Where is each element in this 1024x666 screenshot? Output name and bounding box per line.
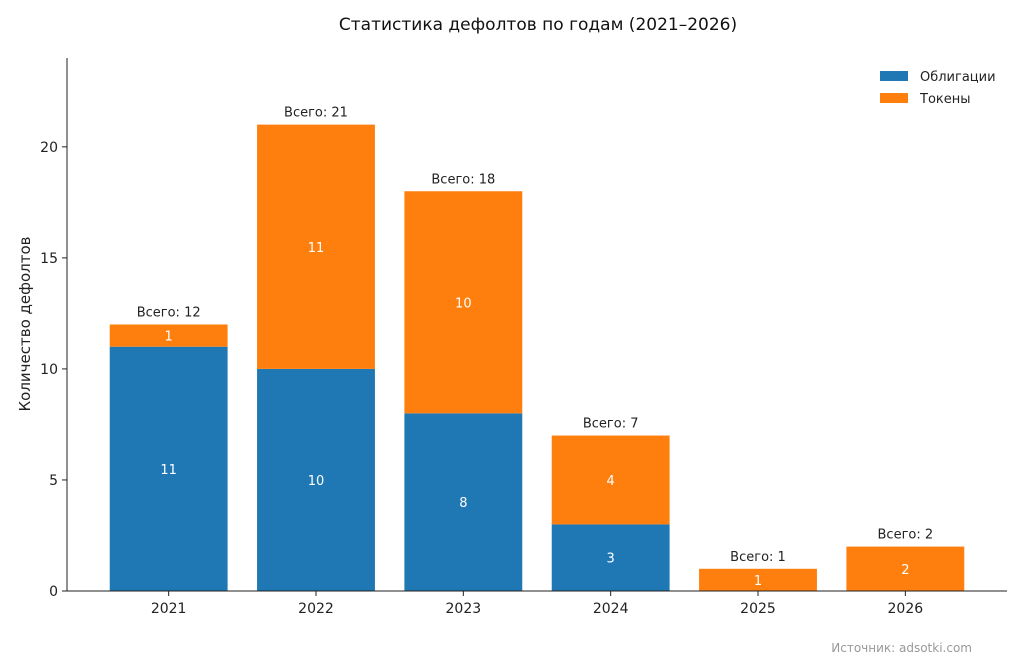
y-tick-label: 5: [49, 473, 58, 489]
bar-bonds-2023: [404, 413, 523, 591]
bar-value-label: 1: [165, 330, 173, 345]
y-tick-label: 15: [40, 251, 58, 267]
bar-bonds-2024: [551, 524, 670, 591]
legend-swatch-bonds: [880, 71, 908, 81]
total-label-2022: Всего: 21: [284, 106, 348, 121]
legend-swatch-tokens: [880, 93, 908, 103]
y-tick-label: 10: [40, 362, 58, 378]
bar-tokens-2026: [846, 546, 965, 591]
bar-tokens-2024: [551, 435, 670, 525]
total-label-2026: Всего: 2: [878, 528, 934, 543]
y-tick-label: 0: [49, 584, 58, 600]
x-tick-label: 2021: [151, 601, 187, 617]
y-tick-label: 20: [40, 140, 58, 156]
bar-value-label: 2: [901, 563, 909, 578]
bar-value-label: 8: [459, 496, 467, 511]
bar-value-label: 11: [308, 241, 325, 256]
x-tick-label: 2026: [888, 601, 924, 617]
total-label-2023: Всего: 18: [431, 172, 495, 187]
bar-value-label: 10: [308, 474, 325, 489]
bar-value-label: 10: [455, 296, 472, 311]
x-tick-label: 2023: [446, 601, 482, 617]
bar-value-label: 3: [607, 552, 615, 567]
x-tick-label: 2022: [298, 601, 334, 617]
bar-bonds-2021: [109, 346, 228, 591]
x-tick-label: 2025: [740, 601, 776, 617]
source-note: Источник: adsotki.com: [831, 641, 972, 655]
chart-title: Статистика дефолтов по годам (2021–2026): [339, 15, 737, 35]
x-tick-label: 2024: [593, 601, 629, 617]
total-label-2025: Всего: 1: [730, 550, 786, 565]
legend-label-bonds: Облигации: [920, 70, 996, 85]
legend: Облигации Токены: [880, 70, 996, 107]
y-axis-label: Количество дефолтов: [16, 237, 34, 412]
bar-bonds-2022: [257, 368, 375, 591]
bar-value-label: 1: [754, 574, 762, 589]
bar-tokens-2022: [257, 124, 375, 369]
bar-tokens-2025: [699, 568, 817, 591]
total-label-2021: Всего: 12: [137, 306, 201, 321]
bar-tokens-2021: [109, 324, 228, 347]
bar-tokens-2023: [404, 191, 523, 414]
bar-value-label: 4: [607, 474, 615, 489]
bar-value-label: 11: [160, 463, 177, 478]
legend-label-tokens: Токены: [919, 92, 971, 107]
total-label-2024: Всего: 7: [583, 417, 639, 432]
